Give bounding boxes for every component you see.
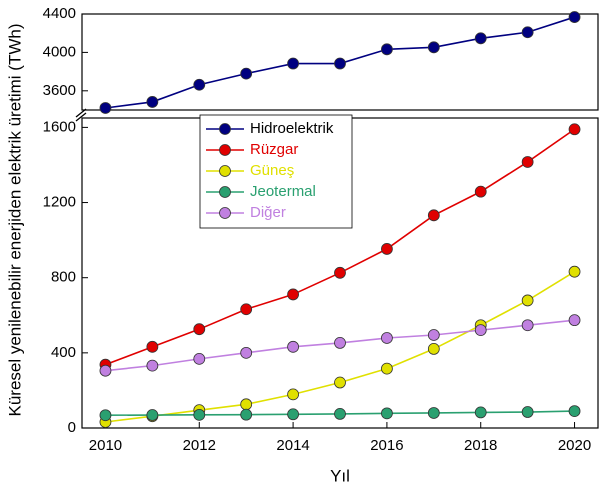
x-axis-label: Yıl [330,466,350,485]
point [287,57,299,70]
point [99,364,112,377]
legend-label: Güneş [250,162,294,179]
x-tick-label: 2012 [183,437,216,454]
point [427,41,440,54]
point [427,343,440,355]
point [146,359,159,372]
point [146,340,159,353]
legend-marker [219,165,231,177]
point [287,388,299,401]
point [334,376,346,389]
point [287,340,299,353]
point [381,43,393,56]
point [474,324,487,337]
y-tick-label: 3600 [43,82,76,99]
point [193,352,206,365]
point [474,32,487,45]
point [99,102,112,114]
legend-marker [219,186,231,198]
point [334,408,346,420]
point [568,265,581,278]
point [427,209,440,222]
point [568,123,581,136]
legend-marker [219,144,231,156]
upper-frame [81,13,599,111]
x-tick-label: 2010 [89,437,122,454]
point [146,409,159,421]
y-tick-label: 4400 [43,5,76,22]
axis-break [75,108,87,122]
point [240,67,253,80]
point [427,329,440,341]
point [146,96,159,108]
y-axis-label: Küresel yenilenebilir enerjiden elektrik… [5,23,24,416]
y-tick-label: 1200 [43,194,76,211]
point [193,323,206,336]
point [381,332,393,344]
x-tick-label: 2016 [370,437,403,454]
point [334,57,346,70]
y-tick-label: 0 [68,419,76,436]
point [240,408,253,421]
x-tick-label: 2020 [558,437,591,454]
legend-label: Hidroelektrik [250,120,334,137]
legend-label: Jeotermal [250,183,316,200]
point [521,294,534,307]
point [240,346,253,359]
point [381,243,393,255]
legend-label: Diğer [250,204,286,221]
point [427,407,440,419]
point [193,78,206,91]
point [99,409,112,422]
x-tick-label: 2018 [464,437,497,454]
y-tick-label: 4000 [43,43,76,60]
point [568,11,581,23]
point [334,336,346,349]
legend-label: Rüzgar [250,141,298,158]
point [193,408,206,421]
point [474,185,487,198]
legend-marker [219,123,231,135]
point [287,288,299,301]
point [287,408,299,421]
point [521,319,534,332]
legend-marker [219,207,231,219]
point [381,362,393,375]
y-tick-label: 1600 [43,118,76,135]
point [521,26,534,39]
point [521,156,534,168]
point [568,405,581,417]
point [240,303,253,316]
point [474,406,487,419]
point [521,406,534,418]
x-tick-label: 2014 [276,437,309,454]
point [240,398,253,411]
point [568,314,581,327]
y-tick-label: 400 [51,344,76,361]
point [334,266,346,279]
point [381,407,393,420]
y-tick-label: 800 [51,269,76,286]
